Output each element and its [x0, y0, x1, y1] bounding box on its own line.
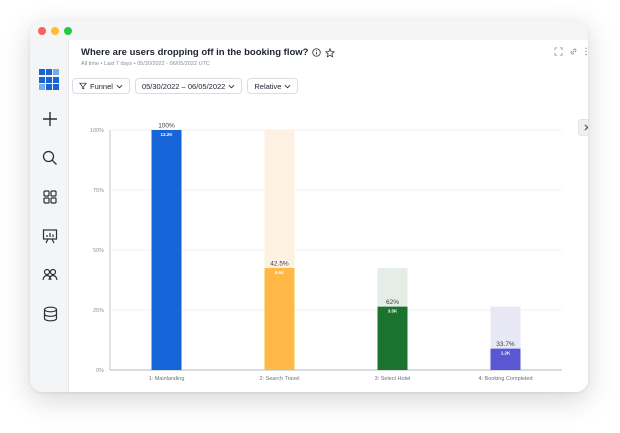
- star-icon[interactable]: [325, 47, 336, 58]
- grid-squares-icon[interactable]: [38, 185, 62, 209]
- chevron-down-icon: [285, 84, 291, 88]
- y-tick-label: 25%: [93, 308, 104, 314]
- header-actions: [554, 47, 588, 56]
- close-icon: [584, 124, 588, 131]
- plus-icon[interactable]: [38, 107, 62, 131]
- count-label: 3.5K: [388, 309, 398, 314]
- count-label: 5.6K: [275, 270, 285, 275]
- bar[interactable]: [264, 268, 295, 370]
- close-window-button[interactable]: [38, 27, 46, 35]
- chevron-down-icon: [228, 84, 235, 88]
- bar[interactable]: [151, 130, 182, 370]
- date-range-label: 05/30/2022 – 06/05/2022: [141, 81, 226, 91]
- sidebar: [30, 40, 70, 392]
- info-icon[interactable]: [312, 48, 322, 57]
- users-icon[interactable]: [38, 263, 62, 287]
- count-label: 1.2K: [501, 351, 511, 356]
- title-bar: [30, 20, 588, 40]
- funnel-chart: 0% 25% 50% 75% 100% 100% 13.2K 1: Mainlanding 42…: [90, 123, 562, 382]
- more-vertical-icon[interactable]: [584, 47, 588, 56]
- funnel-icon: [79, 82, 87, 90]
- x-tick-label: 3: Select Hotel: [375, 376, 411, 382]
- chart-type-dropdown[interactable]: Funnel: [72, 78, 130, 94]
- mode-dropdown[interactable]: Relative: [247, 78, 299, 94]
- expand-icon[interactable]: [554, 47, 563, 56]
- report-title[interactable]: Where are users dropping off in the book…: [81, 47, 309, 58]
- percent-label: 42.5%: [270, 261, 289, 268]
- y-tick-label: 100%: [90, 128, 104, 134]
- report-subtitle: All time • Last 7 days • 05/30/2022 - 06…: [81, 61, 210, 67]
- page-title: Where are users dropping off in the book…: [81, 47, 581, 58]
- percent-label: 100%: [158, 123, 175, 130]
- link-icon[interactable]: [569, 47, 578, 56]
- y-tick-label: 0%: [96, 368, 104, 374]
- report-header: Where are users dropping off in the book…: [81, 47, 581, 67]
- x-tick-label: 4: Booking Completed: [478, 376, 532, 382]
- bar[interactable]: [377, 306, 408, 370]
- chart-type-label: Funnel: [90, 81, 113, 91]
- close-panel-button[interactable]: [578, 119, 588, 136]
- minimize-window-button[interactable]: [51, 27, 59, 35]
- mode-label: Relative: [254, 81, 282, 91]
- date-range-dropdown[interactable]: 05/30/2022 – 06/05/2022: [134, 78, 243, 94]
- app-window: Where are users dropping off in the book…: [30, 20, 588, 392]
- y-tick-label: 75%: [93, 188, 104, 194]
- x-tick-label: 2: Search Travel: [259, 376, 299, 382]
- percent-label: 62%: [386, 299, 399, 306]
- y-tick-label: 50%: [93, 248, 104, 254]
- presentation-chart-icon[interactable]: [38, 224, 62, 248]
- chart-controls: Funnel 05/30/2022 – 06/05/2022 Relative: [72, 78, 299, 94]
- grid-logo[interactable]: [39, 69, 61, 91]
- database-icon[interactable]: [38, 302, 62, 326]
- count-label: 13.2K: [160, 132, 173, 137]
- maximize-window-button[interactable]: [64, 27, 72, 35]
- bar[interactable]: [490, 348, 521, 370]
- chevron-down-icon: [116, 84, 123, 88]
- percent-label: 33.7%: [496, 341, 515, 348]
- x-tick-label: 1: Mainlanding: [149, 376, 185, 382]
- search-icon[interactable]: [38, 146, 62, 170]
